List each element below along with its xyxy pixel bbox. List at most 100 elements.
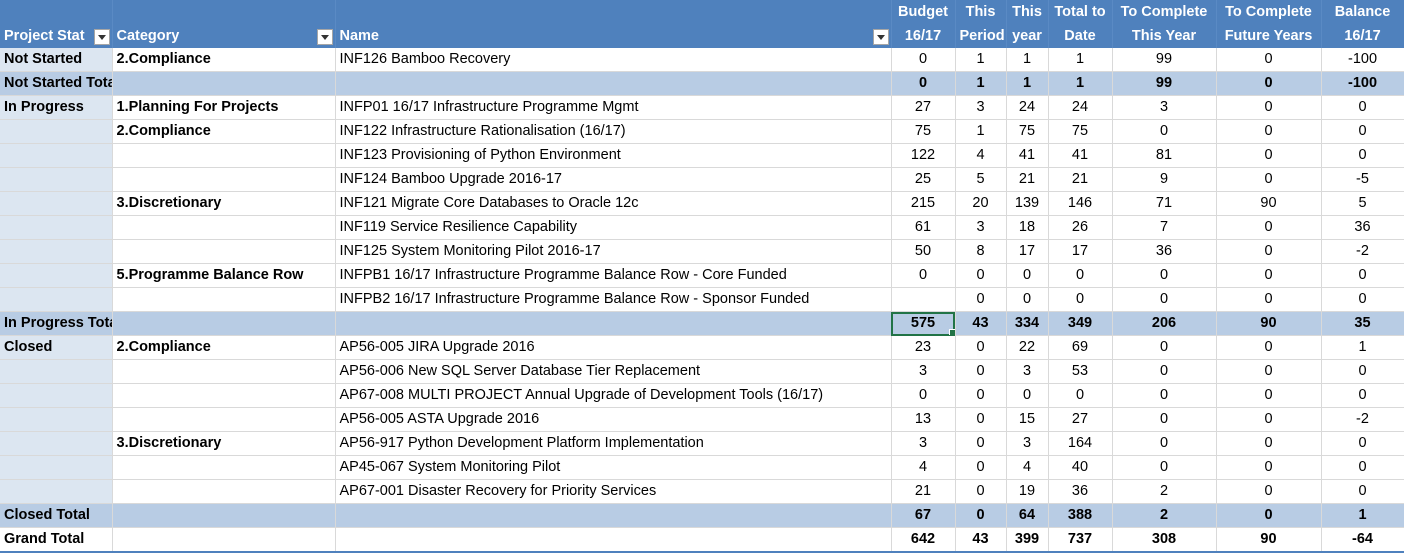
todate-cell[interactable]: 1	[1048, 71, 1113, 96]
complete-future-cell[interactable]: 0	[1216, 239, 1322, 264]
name-cell[interactable]: AP56-917 Python Development Platform Imp…	[335, 431, 892, 456]
thisyear-cell[interactable]: 24	[1006, 95, 1049, 120]
period-cell[interactable]: 1	[955, 71, 1007, 96]
status-cell[interactable]: In Progress	[0, 95, 113, 120]
complete-future-cell[interactable]: 90	[1216, 311, 1322, 336]
thisyear-cell[interactable]: 1	[1006, 48, 1049, 72]
balance-cell[interactable]: 0	[1321, 359, 1404, 384]
thisyear-cell[interactable]: 19	[1006, 479, 1049, 504]
period-cell[interactable]: 0	[955, 263, 1007, 288]
complete-year-cell[interactable]: 7	[1112, 215, 1217, 240]
complete-year-header-line2[interactable]: This Year	[1112, 24, 1217, 48]
status-cell[interactable]	[0, 239, 113, 264]
complete-year-cell[interactable]: 0	[1112, 119, 1217, 144]
todate-cell[interactable]: 737	[1048, 527, 1113, 553]
thisyear-cell[interactable]: 22	[1006, 335, 1049, 360]
todate-cell[interactable]: 0	[1048, 263, 1113, 288]
complete-future-cell[interactable]: 0	[1216, 167, 1322, 192]
complete-year-cell[interactable]: 0	[1112, 407, 1217, 432]
period-cell[interactable]: 0	[955, 479, 1007, 504]
empty-cell[interactable]	[335, 71, 892, 96]
total-label-cell[interactable]: In Progress Total	[0, 311, 113, 336]
period-cell[interactable]: 20	[955, 191, 1007, 216]
balance-cell[interactable]: 0	[1321, 479, 1404, 504]
complete-future-cell[interactable]: 0	[1216, 455, 1322, 480]
complete-year-cell[interactable]: 308	[1112, 527, 1217, 553]
todate-cell[interactable]: 41	[1048, 143, 1113, 168]
thisyear-cell[interactable]: 17	[1006, 239, 1049, 264]
todate-cell[interactable]: 24	[1048, 95, 1113, 120]
balance-cell[interactable]: 1	[1321, 335, 1404, 360]
budget-header-line1[interactable]: Budget	[891, 0, 956, 24]
status-cell[interactable]	[0, 455, 113, 480]
name-cell[interactable]: INFPB2 16/17 Infrastructure Programme Ba…	[335, 287, 892, 312]
todate-header-line1[interactable]: Total to	[1048, 0, 1113, 24]
category-cell[interactable]: 3.Discretionary	[112, 431, 336, 456]
budget-cell[interactable]: 67	[891, 503, 956, 528]
complete-future-cell[interactable]: 0	[1216, 335, 1322, 360]
category-cell[interactable]	[112, 239, 336, 264]
status-cell[interactable]	[0, 359, 113, 384]
status-cell[interactable]	[0, 287, 113, 312]
balance-cell[interactable]: 0	[1321, 95, 1404, 120]
period-cell[interactable]: 0	[955, 287, 1007, 312]
todate-cell[interactable]: 53	[1048, 359, 1113, 384]
complete-future-cell[interactable]: 0	[1216, 143, 1322, 168]
complete-future-cell[interactable]: 0	[1216, 479, 1322, 504]
complete-year-cell[interactable]: 0	[1112, 287, 1217, 312]
status-cell[interactable]	[0, 191, 113, 216]
balance-cell[interactable]: 0	[1321, 263, 1404, 288]
period-cell[interactable]: 5	[955, 167, 1007, 192]
complete-year-cell[interactable]: 9	[1112, 167, 1217, 192]
complete-future-cell[interactable]: 90	[1216, 191, 1322, 216]
period-header-line1[interactable]: This	[955, 0, 1007, 24]
category-cell[interactable]	[112, 479, 336, 504]
balance-cell[interactable]: 1	[1321, 503, 1404, 528]
category-filter-icon[interactable]	[316, 29, 333, 45]
period-cell[interactable]: 1	[955, 119, 1007, 144]
budget-cell[interactable]: 21	[891, 479, 956, 504]
budget-cell[interactable]: 4	[891, 455, 956, 480]
name-cell[interactable]: INF126 Bamboo Recovery	[335, 48, 892, 72]
name-cell[interactable]: INF122 Infrastructure Rationalisation (1…	[335, 119, 892, 144]
complete-year-cell[interactable]: 0	[1112, 431, 1217, 456]
todate-header-line2[interactable]: Date	[1048, 24, 1113, 48]
complete-future-cell[interactable]: 0	[1216, 407, 1322, 432]
todate-cell[interactable]: 69	[1048, 335, 1113, 360]
complete-year-cell[interactable]: 3	[1112, 95, 1217, 120]
balance-cell[interactable]: -100	[1321, 71, 1404, 96]
complete-future-cell[interactable]: 0	[1216, 287, 1322, 312]
status-cell[interactable]	[0, 215, 113, 240]
budget-cell[interactable]: 13	[891, 407, 956, 432]
complete-year-cell[interactable]: 99	[1112, 71, 1217, 96]
todate-cell[interactable]: 26	[1048, 215, 1113, 240]
todate-cell[interactable]: 349	[1048, 311, 1113, 336]
thisyear-cell[interactable]: 75	[1006, 119, 1049, 144]
todate-cell[interactable]: 21	[1048, 167, 1113, 192]
status-cell[interactable]: Not Started	[0, 48, 113, 72]
balance-cell[interactable]: 0	[1321, 383, 1404, 408]
category-cell[interactable]	[112, 167, 336, 192]
todate-cell[interactable]: 0	[1048, 287, 1113, 312]
category-header[interactable]: Category	[112, 0, 336, 48]
balance-cell[interactable]: 0	[1321, 119, 1404, 144]
thisyear-cell[interactable]: 0	[1006, 383, 1049, 408]
budget-cell[interactable]: 23	[891, 335, 956, 360]
period-cell[interactable]: 43	[955, 311, 1007, 336]
period-cell[interactable]: 0	[955, 383, 1007, 408]
thisyear-cell[interactable]: 18	[1006, 215, 1049, 240]
todate-cell[interactable]: 164	[1048, 431, 1113, 456]
empty-cell[interactable]	[112, 71, 336, 96]
category-cell[interactable]	[112, 215, 336, 240]
total-label-cell[interactable]: Not Started Total	[0, 71, 113, 96]
complete-future-cell[interactable]: 0	[1216, 48, 1322, 72]
category-cell[interactable]	[112, 407, 336, 432]
name-header[interactable]: Name	[335, 0, 892, 48]
name-cell[interactable]: AP56-005 JIRA Upgrade 2016	[335, 335, 892, 360]
complete-future-cell[interactable]: 0	[1216, 71, 1322, 96]
budget-cell[interactable]: 0	[891, 383, 956, 408]
period-header-line2[interactable]: Period	[955, 24, 1007, 48]
balance-cell[interactable]: -64	[1321, 527, 1404, 553]
thisyear-cell[interactable]: 1	[1006, 71, 1049, 96]
name-cell[interactable]: INF119 Service Resilience Capability	[335, 215, 892, 240]
